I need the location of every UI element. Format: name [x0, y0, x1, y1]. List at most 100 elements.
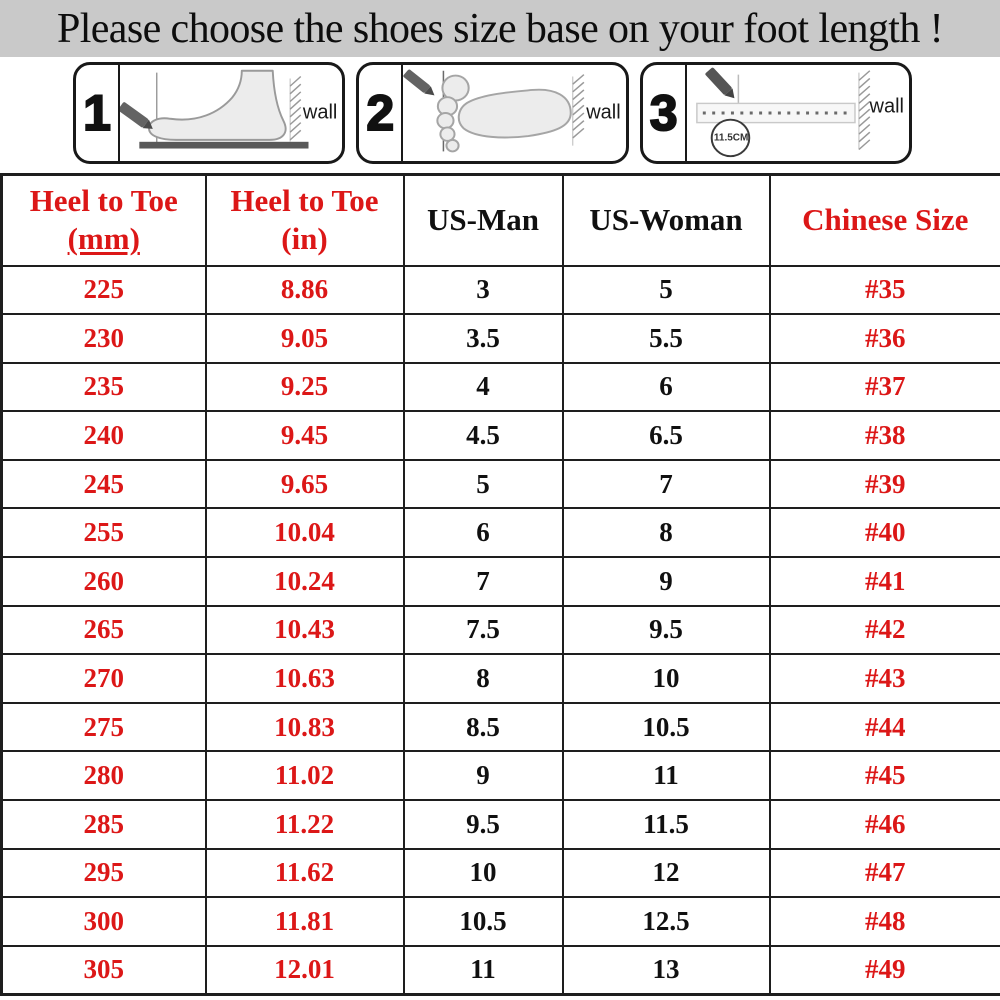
step-3-art: 11.5CM wall: [687, 65, 909, 161]
cell-us-woman: 11.5: [561, 799, 771, 850]
cell-chinese-size: #41: [768, 556, 1000, 607]
size-table-body: 225 8.86 3 5 #35 230 9.05 3.5 5.5 #36 235 9.25 4 6 #37…: [0, 264, 1000, 996]
cell-us-woman: 10.5: [561, 701, 771, 753]
cell-us-woman: 9.5: [561, 604, 771, 656]
cell-heel-to-toe-in: 12.01: [204, 944, 405, 996]
cell-heel-to-toe-in: 11.81: [204, 896, 405, 947]
cell-heel-to-toe-mm: 305: [0, 944, 207, 996]
cell-heel-to-toe-mm: 225: [0, 264, 207, 316]
cell-heel-to-toe-in: 11.62: [204, 847, 405, 899]
col-header-heel-to-toe-mm: Heel to Toe (mm): [0, 173, 207, 267]
ruler-bar: [695, 102, 856, 124]
cell-chinese-size: #40: [768, 507, 1000, 559]
table-row: 230 9.05 3.5 5.5 #36: [0, 313, 1000, 364]
cell-heel-to-toe-in: 10.24: [204, 556, 405, 607]
foot-shape: [148, 69, 287, 141]
table-row: 260 10.24 7 9 #41: [0, 556, 1000, 607]
unit-in: (in): [281, 221, 328, 257]
cell-heel-to-toe-in: 10.63: [204, 653, 405, 704]
table-row: 285 11.22 9.5 11.5 #46: [0, 799, 1000, 850]
table-row: 275 10.83 8.5 10.5 #44: [0, 701, 1000, 753]
wall-label: wall: [869, 95, 904, 118]
pen-icon: [705, 67, 735, 99]
cell-heel-to-toe-mm: 255: [0, 507, 207, 559]
page-title: Please choose the shoes size base on you…: [56, 5, 944, 52]
cell-us-man: 9.5: [402, 799, 564, 850]
cell-us-man: 4: [402, 361, 564, 413]
cell-us-woman: 12.5: [561, 896, 771, 947]
title-bar: Please choose the shoes size base on you…: [0, 0, 1000, 57]
cell-heel-to-toe-mm: 300: [0, 896, 207, 947]
cell-us-woman: 6: [561, 361, 771, 413]
table-row: 305 12.01 11 13 #49: [0, 944, 1000, 996]
step-2-art: wall: [403, 65, 625, 161]
table-row: 225 8.86 3 5 #35: [0, 264, 1000, 316]
step-panel-2: 2: [356, 62, 629, 164]
step-panel-3: 3 11.5CM wa: [639, 62, 912, 164]
cell-us-man: 9: [402, 750, 564, 802]
cell-us-man: 7.5: [402, 604, 564, 656]
cell-chinese-size: #47: [768, 847, 1000, 899]
cell-us-woman: 7: [561, 458, 771, 510]
cell-heel-to-toe-in: 9.65: [204, 458, 405, 510]
cell-heel-to-toe-in: 9.25: [204, 361, 405, 413]
col-header-us-man: US-Man: [402, 173, 564, 267]
cell-us-man: 8: [402, 653, 564, 704]
cell-us-woman: 5.5: [561, 313, 771, 364]
cell-chinese-size: #42: [768, 604, 1000, 656]
unit-mm: (mm): [67, 221, 140, 257]
ruler-measure-label: 11.5CM: [713, 132, 749, 144]
cell-chinese-size: #49: [768, 944, 1000, 996]
cell-us-man: 5: [402, 458, 564, 510]
cell-us-man: 10: [402, 847, 564, 899]
cell-us-woman: 9: [561, 556, 771, 607]
cell-us-woman: 6.5: [561, 410, 771, 461]
table-row: 295 11.62 10 12 #47: [0, 847, 1000, 899]
col-header-us-woman: US-Woman: [561, 173, 771, 267]
wall-hatch-icon: [289, 75, 302, 141]
footprint-sole: [458, 88, 573, 139]
cell-us-man: 8.5: [402, 701, 564, 753]
cell-us-woman: 13: [561, 944, 771, 996]
cell-heel-to-toe-in: 11.22: [204, 799, 405, 850]
col-header-heel-to-toe-in: Heel to Toe (in): [204, 173, 405, 267]
step-3-number: 3: [643, 65, 687, 161]
table-row: 235 9.25 4 6 #37: [0, 361, 1000, 413]
cell-chinese-size: #39: [768, 458, 1000, 510]
cell-us-man: 7: [402, 556, 564, 607]
wall-label: wall: [586, 101, 621, 124]
header-row: Heel to Toe (mm) Heel to Toe (in) US-Man…: [0, 173, 1000, 267]
wall-label: wall: [302, 101, 338, 124]
wall-hatch-icon: [858, 70, 870, 151]
cell-heel-to-toe-mm: 230: [0, 313, 207, 364]
step-2-number: 2: [359, 65, 404, 161]
pen-icon: [120, 102, 153, 129]
col-header-chinese-size: Chinese Size: [768, 173, 1000, 267]
cell-heel-to-toe-mm: 280: [0, 750, 207, 802]
cell-us-man: 4.5: [402, 410, 564, 461]
cell-heel-to-toe-mm: 270: [0, 653, 207, 704]
cell-heel-to-toe-in: 10.04: [204, 507, 405, 559]
cell-heel-to-toe-mm: 260: [0, 556, 207, 607]
cell-us-woman: 8: [561, 507, 771, 559]
ruler-measure-icon: [695, 67, 870, 158]
cell-us-woman: 5: [561, 264, 771, 316]
footprint-toes: [436, 74, 471, 153]
table-row: 245 9.65 5 7 #39: [0, 458, 1000, 510]
size-chart-table: Heel to Toe (mm) Heel to Toe (in) US-Man…: [0, 173, 1000, 996]
cell-us-man: 11: [402, 944, 564, 996]
cell-heel-to-toe-mm: 240: [0, 410, 207, 461]
table-row: 270 10.63 8 10 #43: [0, 653, 1000, 704]
table-row: 240 9.45 4.5 6.5 #38: [0, 410, 1000, 461]
cell-chinese-size: #46: [768, 799, 1000, 850]
table-row: 300 11.81 10.5 12.5 #48: [0, 896, 1000, 947]
measure-circle: [710, 118, 750, 158]
step-1-art: wall: [120, 65, 342, 161]
table-row: 255 10.04 6 8 #40: [0, 507, 1000, 559]
foot-side-measure-icon: [120, 69, 309, 149]
cell-chinese-size: #35: [768, 264, 1000, 316]
cell-chinese-size: #48: [768, 896, 1000, 947]
cell-chinese-size: #44: [768, 701, 1000, 753]
measurement-steps: 1 wall 2: [73, 62, 912, 164]
cell-chinese-size: #37: [768, 361, 1000, 413]
